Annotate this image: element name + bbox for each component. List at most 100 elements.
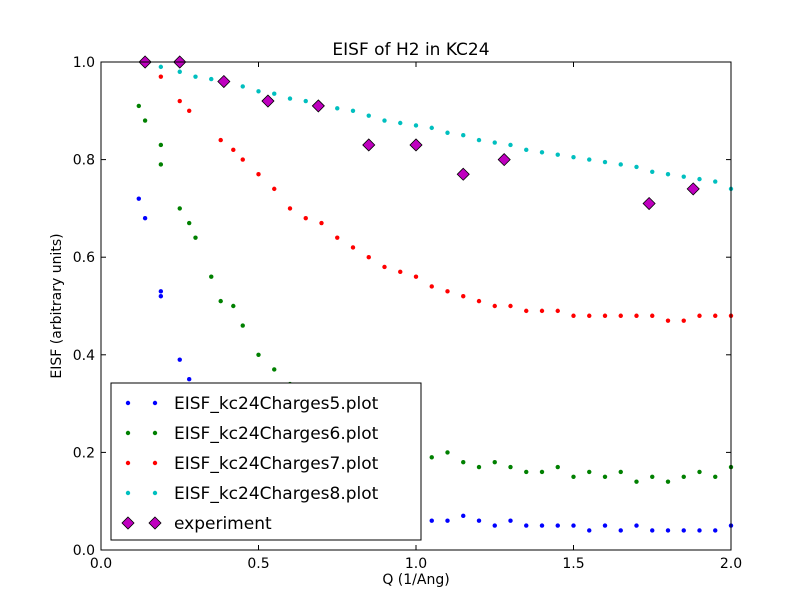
data-point xyxy=(618,528,623,533)
data-point xyxy=(461,294,466,299)
data-point xyxy=(429,125,434,131)
data-point xyxy=(634,523,639,528)
data-point xyxy=(508,142,513,148)
experiment-point xyxy=(362,138,376,152)
data-point xyxy=(524,308,529,314)
legend-marker xyxy=(148,516,162,530)
data-point xyxy=(158,162,164,167)
data-point xyxy=(587,157,592,162)
data-point xyxy=(508,518,513,523)
x-tick-label: 1.0 xyxy=(405,556,427,572)
data-point xyxy=(492,303,497,309)
data-point xyxy=(366,113,371,118)
x-tick-label: 0.5 xyxy=(247,556,269,572)
legend-label: EISF_kc24Charges8.plot xyxy=(174,484,379,504)
data-point xyxy=(555,523,560,528)
experiment-point xyxy=(409,138,423,152)
data-point xyxy=(303,98,308,104)
y-axis-label: EISF (arbitrary units) xyxy=(49,233,65,378)
legend-label: EISF_kc24Charges5.plot xyxy=(174,394,379,414)
legend-entry: EISF_kc24Charges8.plot xyxy=(125,484,379,504)
data-point xyxy=(697,469,702,475)
data-point xyxy=(429,284,434,289)
data-point xyxy=(587,313,592,318)
data-point xyxy=(287,206,293,211)
data-point xyxy=(508,303,513,309)
data-point xyxy=(461,513,466,519)
y-tick-label: 0.6 xyxy=(73,250,95,266)
legend-entry: EISF_kc24Charges7.plot xyxy=(125,454,379,474)
y-tick-label: 0.4 xyxy=(73,348,95,364)
data-point xyxy=(240,84,245,89)
experiment-point xyxy=(261,94,275,108)
data-point xyxy=(524,147,529,153)
data-point xyxy=(539,308,545,314)
legend-entry: EISF_kc24Charges5.plot xyxy=(125,394,379,414)
data-point xyxy=(272,186,277,192)
data-point xyxy=(681,174,686,179)
data-point xyxy=(571,154,576,160)
legend-label: EISF_kc24Charges6.plot xyxy=(174,424,379,444)
data-point xyxy=(524,523,529,528)
data-point xyxy=(231,303,236,309)
data-point xyxy=(681,474,686,479)
experiment-point xyxy=(311,99,325,113)
data-point xyxy=(398,269,403,275)
experiment-point xyxy=(642,196,656,211)
data-point xyxy=(571,313,576,318)
data-point xyxy=(665,318,671,323)
legend-box xyxy=(110,382,422,541)
experiment-point xyxy=(497,153,511,167)
data-point xyxy=(461,459,466,465)
legend-marker xyxy=(125,490,131,496)
data-point xyxy=(256,172,261,177)
legend-marker xyxy=(121,516,135,530)
data-point xyxy=(366,255,371,260)
y-tick-label: 0.2 xyxy=(73,445,95,461)
data-point xyxy=(445,130,450,135)
data-point xyxy=(650,528,655,533)
data-point xyxy=(158,294,164,299)
data-point xyxy=(618,469,623,475)
data-point xyxy=(555,152,560,157)
data-point xyxy=(602,159,608,165)
data-point xyxy=(350,108,356,114)
data-point xyxy=(587,469,592,475)
experiment-point xyxy=(686,182,700,196)
data-point xyxy=(618,162,623,167)
data-point xyxy=(272,91,277,96)
legend-marker xyxy=(125,400,131,406)
data-point xyxy=(429,455,434,460)
data-point xyxy=(136,196,141,201)
data-point xyxy=(492,140,497,145)
series-2 xyxy=(142,59,734,323)
data-point xyxy=(602,523,608,528)
data-point xyxy=(508,464,513,470)
data-point xyxy=(587,528,592,533)
data-point xyxy=(272,367,277,372)
data-point xyxy=(231,147,236,153)
data-point xyxy=(319,220,324,226)
data-point xyxy=(187,377,192,382)
legend-marker xyxy=(125,430,131,436)
legend-marker xyxy=(152,430,158,436)
data-point xyxy=(335,235,340,240)
data-point xyxy=(665,528,671,533)
data-point xyxy=(681,318,686,323)
axes: 0.0 0.5 1.0 1.5 2.0 0.0 0.2 0.4 0.6 0.8 1.0 xyxy=(73,55,742,572)
data-point xyxy=(445,289,450,294)
data-point xyxy=(634,164,639,170)
data-point xyxy=(413,274,419,279)
legend: EISF_kc24Charges5.plot EISF_kc24Charges6.… xyxy=(110,382,422,541)
data-point xyxy=(650,169,655,174)
data-point xyxy=(681,528,686,533)
data-point xyxy=(634,479,639,484)
data-point xyxy=(555,308,560,314)
y-tick-label: 0.0 xyxy=(73,543,95,559)
data-point xyxy=(713,179,718,184)
x-tick-label: 0.0 xyxy=(90,556,112,572)
data-point xyxy=(524,469,529,475)
y-tick-label: 1.0 xyxy=(73,55,95,71)
data-point xyxy=(697,313,702,318)
